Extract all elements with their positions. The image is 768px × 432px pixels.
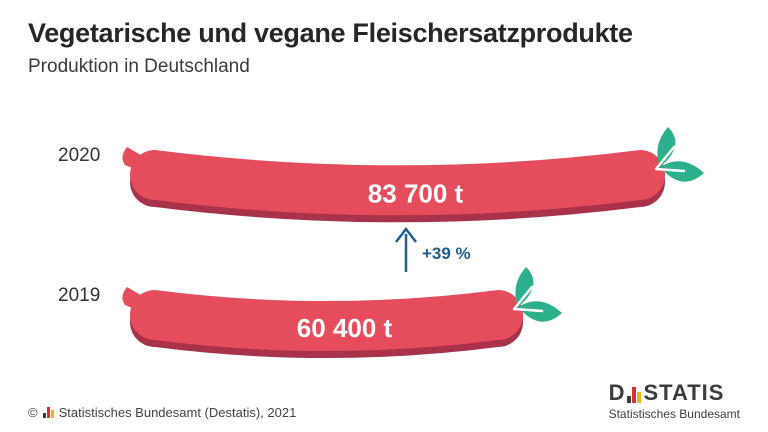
- leaf-top-icon-2019: [515, 267, 534, 307]
- leaf-vein-2019: [512, 285, 544, 313]
- chart-title: Vegetarische und vegane Fleischersatzpro…: [28, 18, 633, 48]
- value-label-2019: 60 400 t: [297, 313, 393, 343]
- sausage-bar-2020: [130, 150, 665, 216]
- footer-source: © Statistisches Bundesamt (Destatis), 20…: [28, 405, 296, 420]
- leaf-vein-2020: [654, 145, 686, 173]
- sausage-bar-2019: [130, 290, 524, 352]
- brand-name-right: STATIS: [643, 380, 725, 405]
- destatis-logo: D STATIS Statistisches Bundesamt: [609, 380, 740, 421]
- year-label-2019: 2019: [58, 285, 101, 306]
- destatis-bars-icon: [627, 387, 642, 403]
- brand-subtitle: Statistisches Bundesamt: [608, 407, 740, 421]
- source-text: Statistisches Bundesamt (Destatis), 2021: [58, 405, 297, 420]
- growth-annotation: +39 %: [422, 244, 471, 263]
- chart-subtitle: Produktion in Deutschland: [28, 56, 250, 77]
- destatis-mini-logo-icon: [42, 407, 54, 418]
- brand-name-left: D: [608, 380, 626, 405]
- leaf-top-icon-2020: [657, 127, 676, 167]
- year-label-2020: 2020: [58, 145, 101, 166]
- value-label-2020: 83 700 t: [368, 178, 464, 208]
- up-arrow-head-icon: [395, 226, 417, 243]
- copyright-symbol: ©: [28, 405, 38, 420]
